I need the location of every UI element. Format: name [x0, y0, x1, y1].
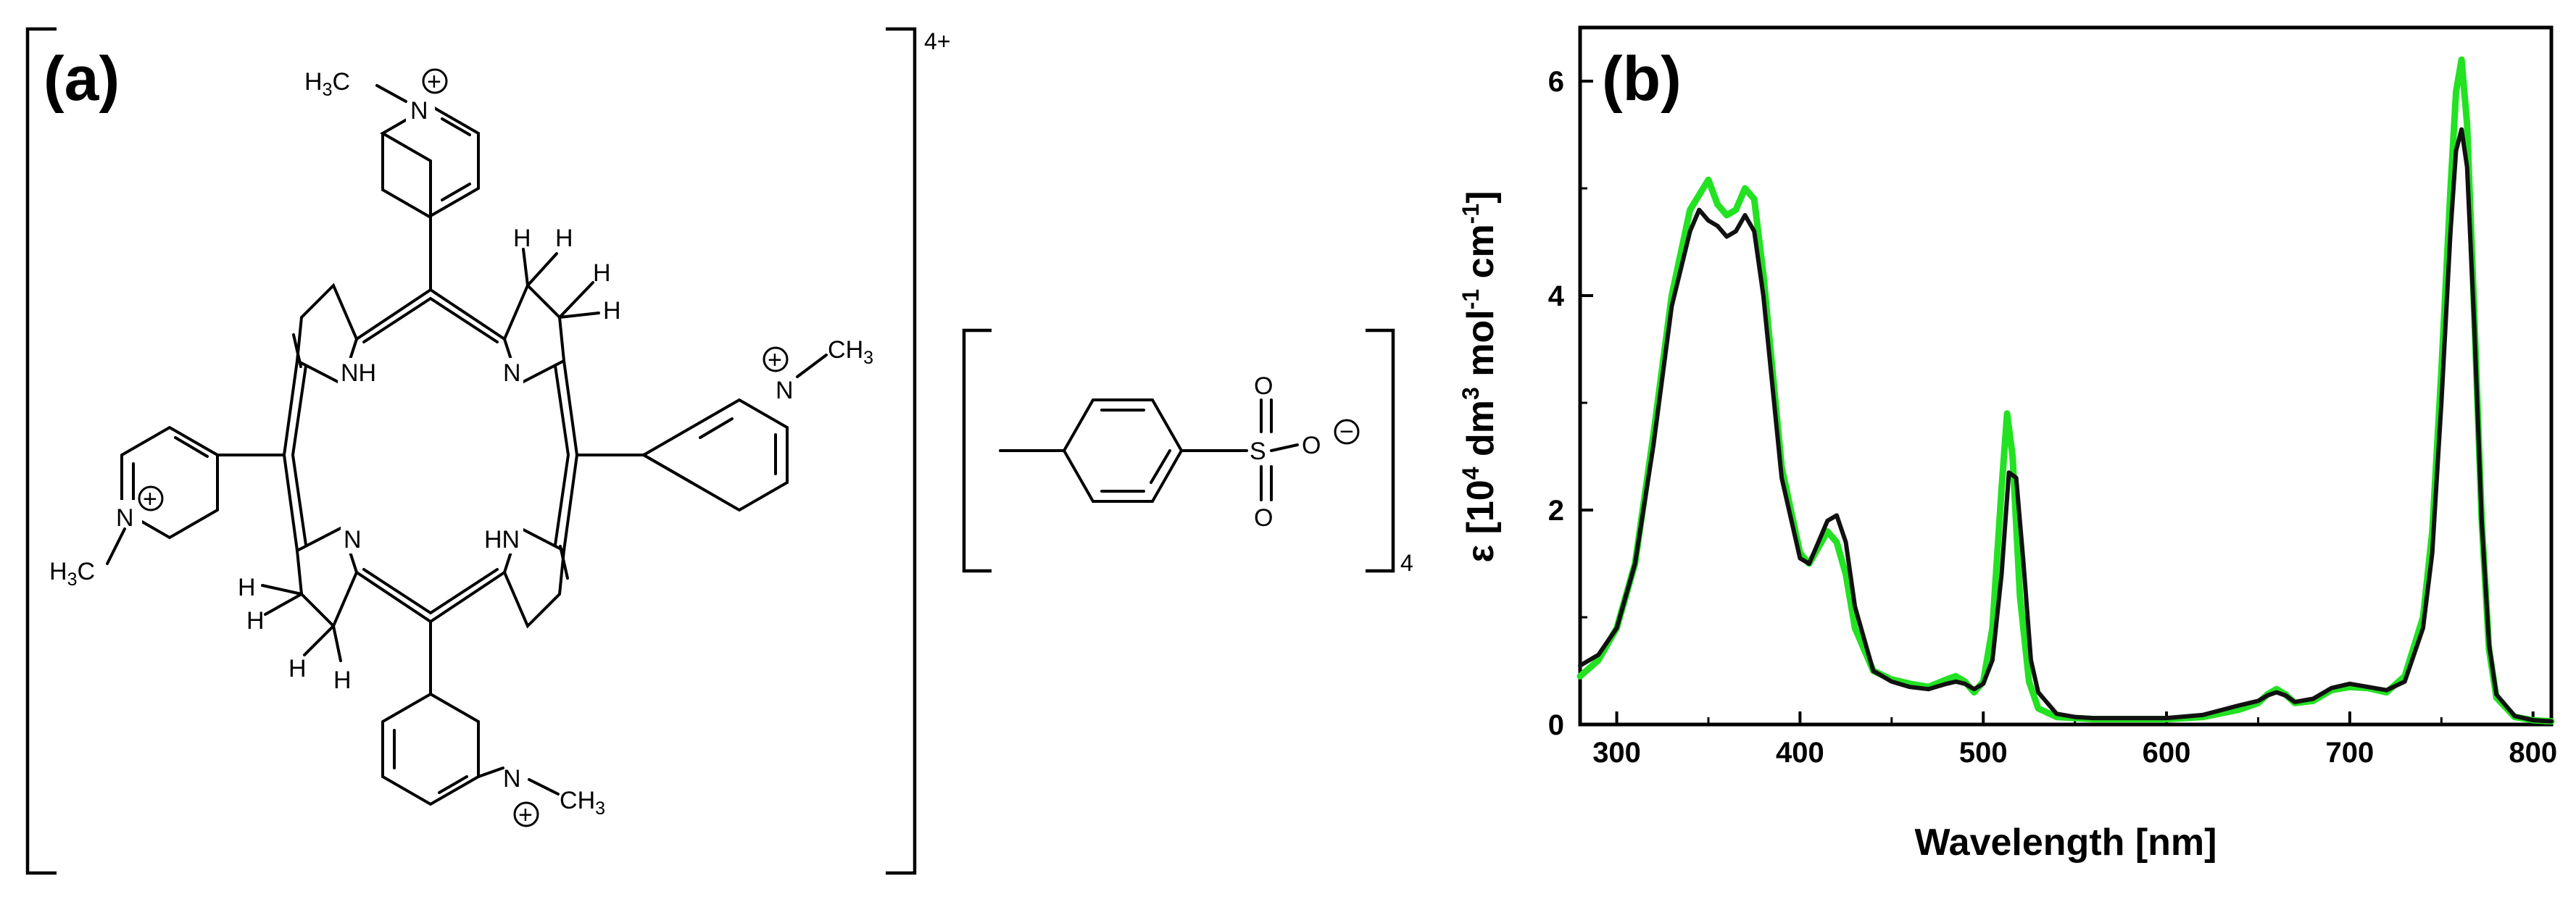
benzene-ring [1062, 398, 1184, 503]
oxygen-label: O [1302, 432, 1321, 459]
tosylate-anion: 4 S O O O − [962, 328, 1413, 576]
panel-b-label: (b) [1602, 44, 1682, 114]
y-axis-title: ε [104 dm3 mol-1 cm-1] [1458, 191, 1502, 562]
negative-charge-icon [1334, 419, 1360, 445]
ring-n-label: N [344, 526, 362, 554]
x-tick-label: 700 [2326, 737, 2375, 769]
oxygen-label: O [1254, 372, 1273, 400]
x-tick-label: 400 [1776, 737, 1824, 769]
panel-a-label: (a) [43, 44, 120, 114]
x-tick-label: 600 [2143, 737, 2191, 769]
spectrum-panel: (b) 300 400 500 600 700 800 0 2 4 6 Wavelength [n… [1458, 25, 2557, 864]
pyrroline-top-right [502, 283, 566, 386]
positive-charge-icon [138, 485, 164, 511]
pyridinium-left: N + H3C [49, 425, 219, 590]
pyridinium-n-label: N [503, 765, 521, 793]
positive-charge-icon [763, 346, 789, 372]
pyridinium-n-label: N [776, 377, 794, 404]
x-axis-title: Wavelength [nm] [1915, 822, 2217, 864]
positive-charge-icon [422, 68, 448, 94]
methyl-label: H3C [49, 558, 95, 590]
y-tick-label: 6 [1548, 66, 1564, 98]
negative-charge: − [1339, 418, 1354, 446]
ring-n-label: N [503, 359, 521, 387]
hydrogen-label: H [238, 574, 256, 601]
pyridinium-n-label: N [410, 97, 428, 125]
pyridinium-right: N + CH3 [640, 336, 873, 512]
pyrrole-bottom-right [502, 525, 566, 629]
hydrogen-label: H [513, 225, 531, 252]
x-tick-label: 300 [1592, 737, 1641, 769]
axis-ticks: 300 400 500 600 700 800 0 2 4 6 [1548, 66, 2557, 769]
cation-left-bracket [25, 27, 57, 875]
anion-left-bracket [962, 328, 992, 573]
hydrogen-label: H [593, 259, 611, 287]
structure-panel: (a) 4+ [25, 27, 1413, 875]
pyridinium-n-label: N [116, 504, 134, 532]
series-line-green [1576, 56, 2555, 725]
hydrogen-label: H [288, 655, 307, 682]
pyrroline-bottom-left [295, 525, 359, 629]
positive-charge: + [427, 68, 441, 96]
x-tick-label: 800 [2509, 737, 2557, 769]
y-tick-label: 2 [1548, 495, 1564, 527]
positive-charge-icon [513, 801, 539, 827]
y-tick-label: 0 [1548, 709, 1564, 741]
oxygen-label: O [1254, 504, 1273, 532]
hydrogen-label: H [333, 667, 352, 694]
methyl-label: CH3 [828, 336, 873, 368]
y-tick-label: 4 [1548, 280, 1565, 312]
positive-charge: + [143, 485, 157, 513]
methyl-label: CH3 [560, 787, 605, 819]
sulfur-label: S [1250, 438, 1266, 465]
hydrogen-label: H [555, 225, 573, 252]
cation-right-bracket [886, 27, 917, 875]
ring-hn-label: HN [484, 526, 520, 554]
anion-count: 4 [1400, 550, 1413, 576]
methyl-label: H3C [304, 68, 350, 100]
hydrogen-label: H [246, 607, 265, 635]
ring-nh-label: NH [341, 359, 376, 387]
positive-charge: + [768, 346, 782, 374]
cation-charge: 4+ [924, 28, 950, 54]
hydrogen-label: H [603, 297, 621, 325]
anion-right-bracket [1366, 328, 1395, 573]
series-line-black [1578, 127, 2554, 724]
series-layer [1576, 56, 2555, 725]
x-tick-label: 500 [1959, 737, 2008, 769]
plot-frame [1578, 25, 2554, 727]
pyrrole-top-left [295, 283, 359, 386]
pyridinium-bottom: N + CH3 [381, 692, 605, 829]
positive-charge: + [518, 801, 533, 829]
porphyrin-core: NH N N HN H H H H H H H H [216, 216, 645, 696]
pyridinium-top: N + H3C [304, 68, 480, 219]
